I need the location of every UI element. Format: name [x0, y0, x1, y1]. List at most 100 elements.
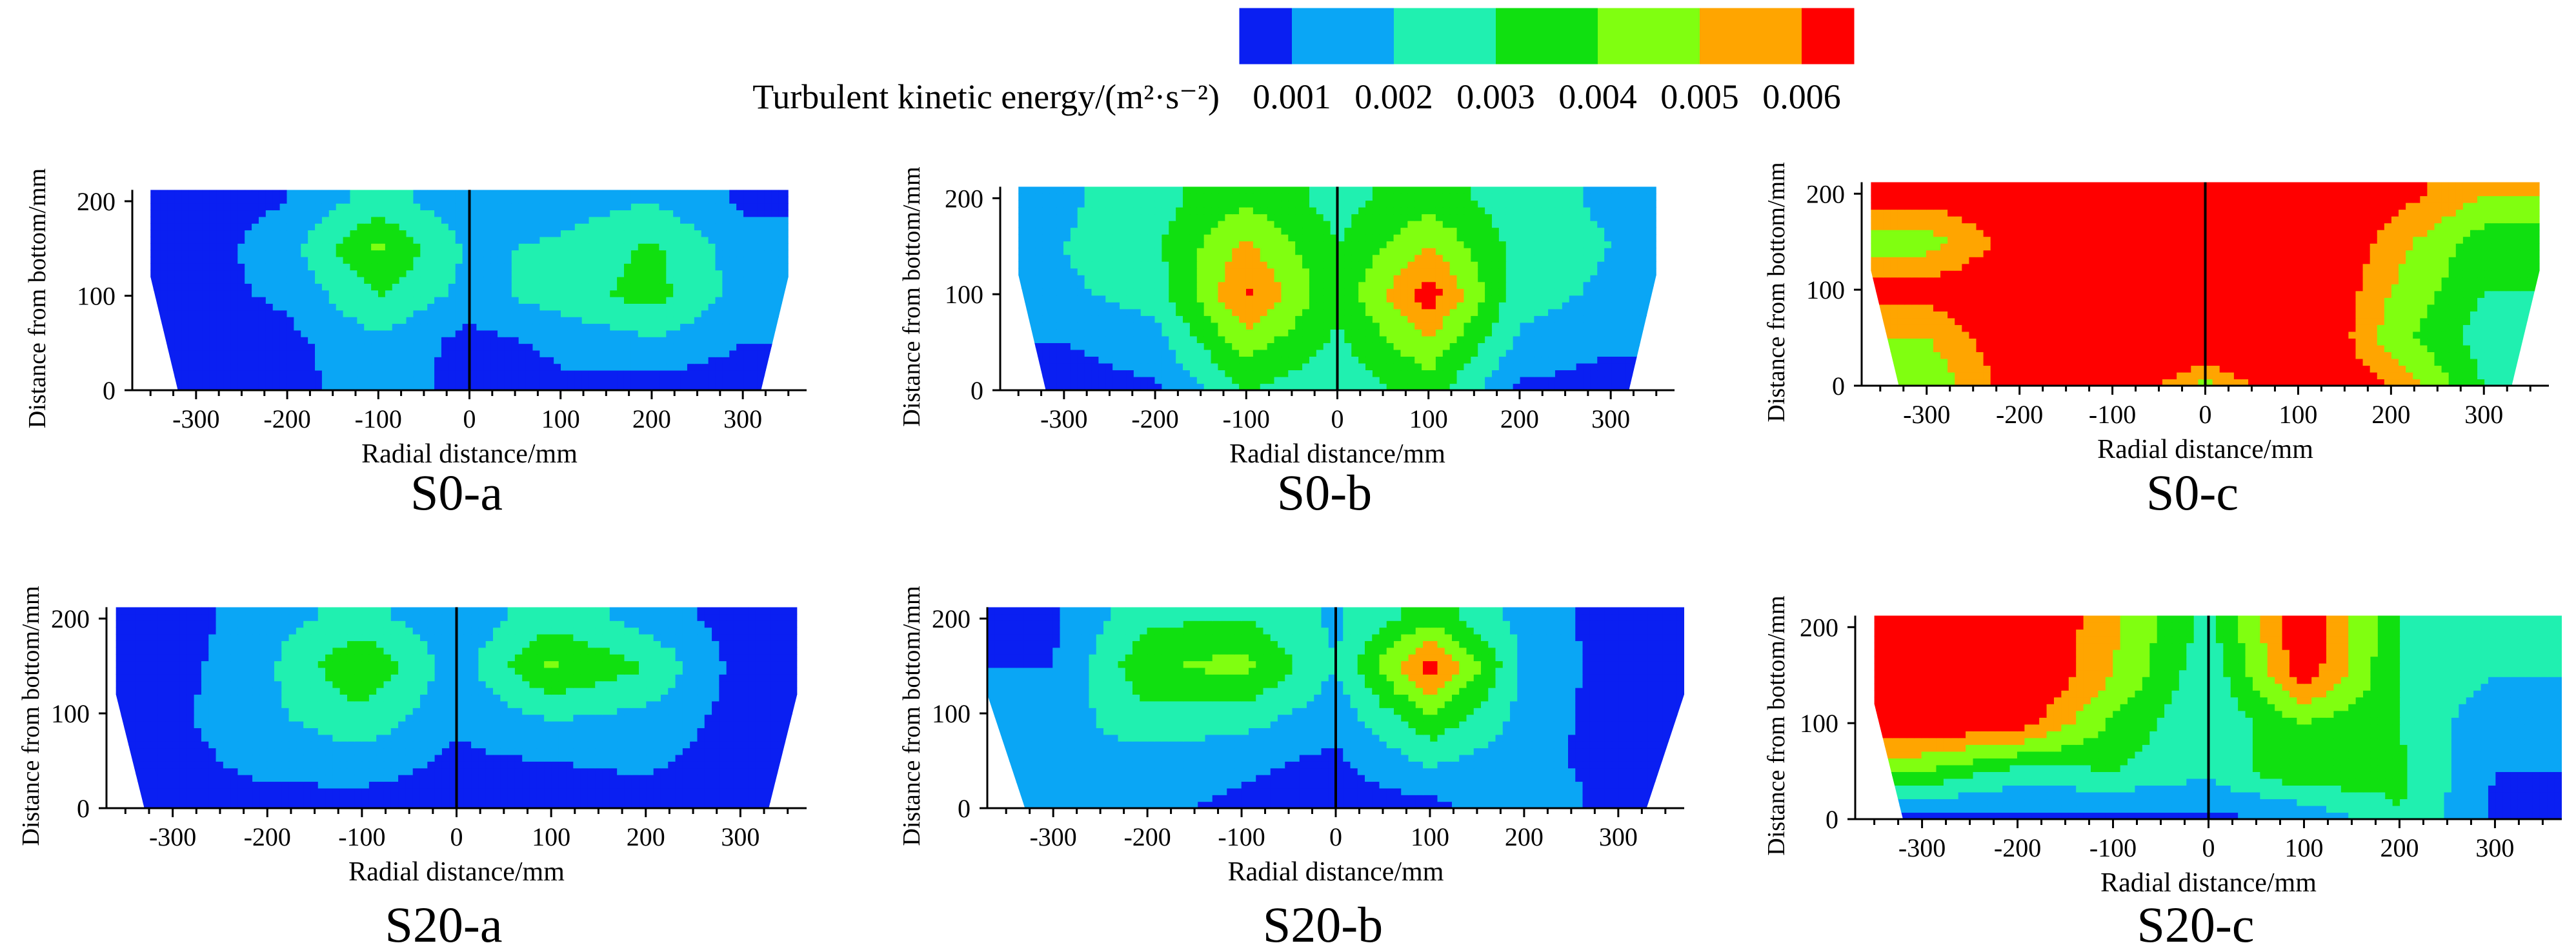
heatmap-cell [1028, 254, 1036, 262]
heatmap-cell [659, 303, 667, 311]
heatmap-cell [757, 270, 765, 277]
heatmap-cell [736, 330, 744, 337]
heatmap-cell [750, 270, 758, 277]
heatmap-cell [1386, 254, 1394, 262]
heatmap-cell [680, 190, 688, 197]
heatmap-cell [581, 196, 590, 204]
heatmap-cell [385, 203, 393, 211]
heatmap-cell [1245, 288, 1254, 296]
heatmap-cell [1379, 376, 1387, 384]
heatmap-cell [181, 297, 189, 304]
heatmap-cell [1611, 362, 1619, 371]
heatmap-cell [371, 377, 379, 384]
heatmap-cell [1597, 295, 1605, 302]
heatmap-cell [1176, 241, 1183, 248]
heatmap-cell [245, 317, 252, 324]
heatmap-cell [623, 203, 632, 211]
heatmap-cell [1267, 254, 1275, 262]
heatmap-cell [701, 357, 709, 364]
heatmap-cell [385, 357, 393, 364]
heatmap-cell [1611, 302, 1619, 310]
heatmap-cell [167, 363, 175, 371]
heatmap-cell [1253, 302, 1261, 310]
heatmap-cell [237, 203, 245, 211]
heatmap-cell [357, 230, 365, 237]
heatmap-cell [1309, 349, 1317, 357]
heatmap-cell [265, 230, 274, 237]
heatmap-cell [377, 250, 386, 257]
heatmap-cell [1365, 254, 1373, 262]
heatmap-cell [645, 283, 653, 291]
heatmap-cell [252, 243, 259, 251]
heatmap-cell [764, 196, 772, 204]
heatmap-cell [792, 257, 800, 264]
heatmap-cell [1639, 370, 1647, 377]
heatmap-cell [652, 383, 660, 390]
heatmap-cell [209, 370, 217, 377]
heatmap-cell [406, 310, 414, 317]
heatmap-cell [1471, 288, 1478, 296]
heatmap-cell [701, 263, 709, 271]
heatmap-cell [483, 243, 491, 251]
heatmap-cell [525, 243, 534, 251]
heatmap-cell [1351, 342, 1359, 350]
heatmap-cell [265, 243, 274, 251]
heatmap-cell [209, 350, 217, 357]
heatmap-cell [1245, 356, 1254, 364]
heatmap-cell [708, 216, 716, 224]
heatmap-cell [1667, 342, 1675, 350]
heatmap-cell [581, 310, 590, 317]
heatmap-cell [1520, 248, 1528, 255]
heatmap-cell [729, 363, 737, 371]
heatmap-cell [1112, 335, 1120, 343]
heatmap-cell [1281, 376, 1289, 384]
heatmap-cell [139, 297, 146, 304]
heatmap-cell [371, 323, 379, 331]
heatmap-cell [511, 243, 519, 251]
heatmap-cell [272, 283, 281, 291]
heatmap-cell [1260, 362, 1268, 371]
heatmap-cell [469, 196, 477, 204]
heatmap-cell [1541, 281, 1549, 289]
heatmap-cell [1590, 322, 1598, 330]
heatmap-cell [181, 310, 189, 317]
heatmap-cell [209, 343, 217, 351]
heatmap-cell [1337, 362, 1345, 371]
heatmap-cell [315, 230, 323, 237]
heatmap-cell [294, 263, 301, 271]
heatmap-cell [1162, 302, 1169, 310]
heatmap-cell [1449, 275, 1458, 283]
heatmap-cell [757, 283, 765, 291]
heatmap-cell [617, 297, 625, 304]
heatmap-cell [476, 317, 484, 324]
heatmap-cell [1267, 248, 1275, 255]
heatmap-cell [1414, 329, 1422, 337]
heatmap-cell [680, 370, 688, 377]
heatmap-cell [1049, 281, 1057, 289]
heatmap-cell [715, 270, 723, 277]
heatmap-cell [294, 270, 301, 277]
heatmap-cell [638, 350, 646, 357]
heatmap-cell [209, 337, 217, 344]
heatmap-cell [413, 357, 421, 364]
heatmap-cell [1211, 362, 1219, 371]
heatmap-cell [1597, 308, 1605, 316]
heatmap-cell [230, 297, 238, 304]
heatmap-cell [1028, 308, 1036, 316]
heatmap-cell [202, 203, 210, 211]
heatmap-cell [245, 250, 252, 257]
heatmap-cell [294, 196, 301, 204]
heatmap-cell [371, 216, 379, 224]
heatmap-cell [1358, 376, 1366, 384]
heatmap-cell [623, 323, 632, 331]
heatmap-cell [448, 370, 456, 377]
heatmap-cell [1189, 302, 1198, 310]
heatmap-cell [237, 270, 245, 277]
heatmap-cell [1183, 275, 1191, 283]
heatmap-cell [1196, 370, 1205, 377]
heatmap-cell [715, 283, 723, 291]
heatmap-cell [652, 203, 660, 211]
heatmap-cell [1077, 275, 1085, 283]
heatmap-cell [532, 337, 540, 344]
heatmap-cell [1456, 362, 1465, 371]
